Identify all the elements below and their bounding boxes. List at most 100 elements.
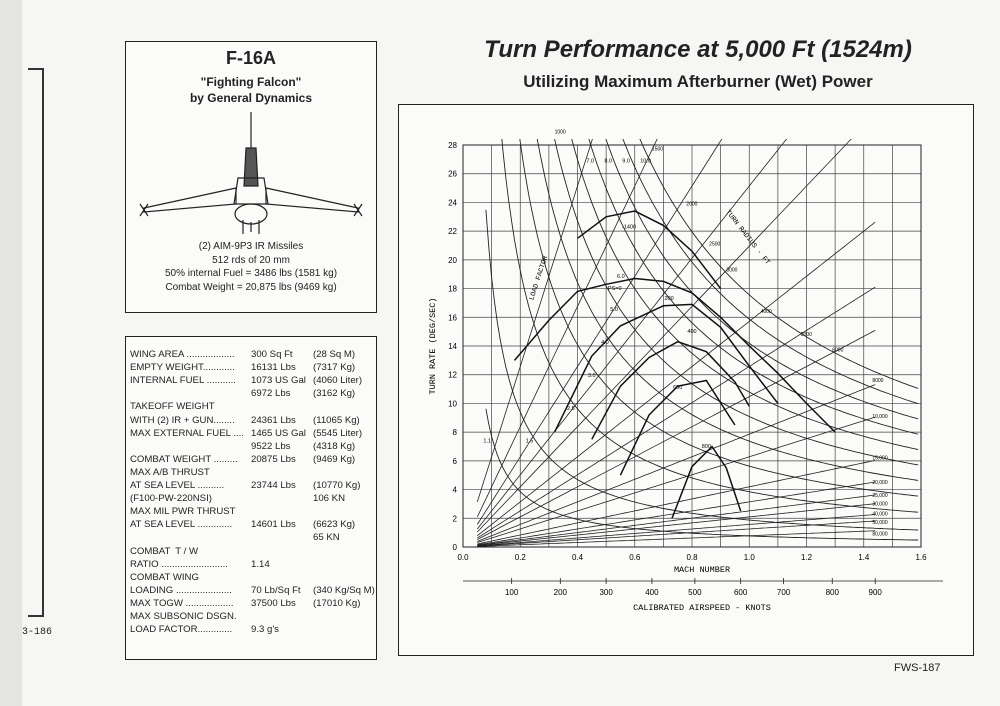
turn-radius-label: 5000 [801,332,812,338]
spec-value: 37500 Lbs [251,597,296,609]
x-axis-label: MACH NUMBER [674,565,730,575]
spec-value: 1073 US Gal [251,375,306,387]
ps-curve [553,303,779,433]
x-tick-label: 0.4 [572,553,584,562]
y-tick-label: 26 [448,170,457,179]
load-factor-line [571,139,919,450]
x-tick-label: 1.0 [744,553,756,562]
spec-metric: (5545 Liter) [313,427,363,439]
spec-metric: (9469 Kg) [313,453,356,465]
spec-metric: (4318 Kg) [313,440,356,452]
chart-title: Turn Performance at 5,000 Ft (1524m) [484,36,912,63]
turn-radius-label: 3000 [726,267,737,273]
x-tick-label: 1.2 [801,553,813,562]
turn-radius-label: 1000 [555,130,566,136]
ps-label: 600 [673,385,682,391]
chart-frame: 0 2 4 6 8 10 12 14 16 18 20 22 24 26 28 0.0 0.2 0.4 0.6 0.8… [398,104,974,656]
turn-radius-label: 20,000 [872,480,888,486]
x-tick-label: 0.0 [457,553,469,562]
spec-metric: 65 KN [313,532,340,544]
load-factor-label: 7.0 [586,158,594,164]
plot-area [462,144,922,548]
spec-value: 1.14 [251,558,270,570]
x-tick-label: 0.2 [515,553,527,562]
right-page-number: FWS-187 [894,662,941,674]
load-factor-line [485,408,919,541]
turn-radius-annotation: TURN RADIUS - FT [723,209,771,267]
y-axis-label: TURN RATE (DEG/SEC) [428,298,438,395]
load-factor-line [605,139,919,420]
load-factor-line [639,139,919,389]
turn-radius-line [477,520,876,547]
y-tick-label: 2 [453,514,458,523]
spec-label: WING AREA .................. [130,349,235,360]
turn-radius-line [476,139,723,525]
x-tick-label: 0.6 [629,553,641,562]
load-factor-label: 3.0 [588,373,596,379]
left-page-number: 3-186 [22,627,53,638]
spec-value: 23744 Lbs [251,480,296,491]
spec-value: 14601 Lbs [251,519,296,531]
airspeed-tick-label: 400 [645,588,659,597]
spec-label: INTERNAL FUEL ........... [130,375,236,387]
turn-radius-line [477,460,876,545]
turn-radius-label: 8000 [872,378,883,384]
turn-radius-line [477,514,876,547]
turn-radius-line [477,503,876,546]
load-factor-label: 1.1 [483,438,491,444]
load-factor-annotation: LOAD FACTOR [528,254,550,301]
turn-radius-line [477,416,876,543]
spec-metric: (10770 Kg) [313,480,361,491]
loadout-line: Combat Weight = 20,875 lbs (9469 kg) [165,281,337,293]
y-tick-label: 14 [448,342,457,351]
turn-radius-label: 15,000 [872,455,888,461]
spec-value: 24361 Lbs [251,414,296,426]
load-factor-label: 6.0 [617,274,625,280]
spec-label: LOAD FACTOR............. [130,624,233,636]
ps-curve [671,445,742,519]
y-tick-label: 22 [448,227,457,236]
y-tick-label: 8 [453,428,458,437]
ps-curve [619,379,736,476]
chart-subtitle: Utilizing Maximum Afterburner (Wet) Powe… [523,72,873,91]
spec-label: MAX MIL PWR THRUST [130,506,236,518]
turn-radius-label: 10,000 [872,414,888,420]
y-tick-label: 0 [453,543,458,552]
y-tick-label: 12 [448,371,457,380]
turn-radius-line [476,139,658,518]
spec-metric: (28 Sq M) [313,349,356,360]
spec-metric: (6623 Kg) [313,519,356,531]
load-factor-label: 8.0 [604,158,612,164]
airspeed-tick-label: 100 [505,588,519,597]
loadout-text: (2) AIM-9P3 IR Missiles 512 rds of 20 mm… [126,240,376,294]
y-tick-label: 18 [448,285,457,294]
ps-label: 400 [687,329,696,335]
spec-label: COMBAT WEIGHT ......... [130,453,238,465]
ps-curve [577,210,722,290]
spec-label: MAX EXTERNAL FUEL .... [130,427,244,439]
turn-radius-line [476,139,593,503]
y-tick-label: 6 [453,457,458,466]
spec-metric: (3162 Kg) [313,388,356,400]
spec-metric: (340 Kg/Sq M) [313,584,375,596]
specifications-box: WING AREA .................. 300 Sq Ft (28… [125,336,377,660]
airspeed-tick-label: 300 [599,588,613,597]
load-factor-line [536,139,919,481]
spec-label: LOADING ..................... [130,584,232,596]
turn-radius-label: 50,000 [872,520,888,526]
y-tick-label: 20 [448,256,457,265]
spec-label: MAX A/B THRUST [130,466,210,478]
y-tick-label: 28 [448,141,457,150]
loadout-line: 512 rds of 20 mm [212,254,290,266]
turn-radius-line [477,286,876,539]
spec-metric: 106 KN [313,493,345,505]
spec-label: MAX SUBSONIC DSGN. [130,611,237,622]
ps-label: 200 [665,296,674,302]
airspeed-tick-label: 500 [688,588,702,597]
x-tick-label: 1.4 [858,553,870,562]
ps-curve [513,277,836,433]
spec-metric: (17010 Kg) [313,597,361,609]
turn-radius-label: 1500 [652,147,663,153]
airspeed-tick-label: 700 [777,588,791,597]
load-factor-label: 10.0 [640,158,651,164]
